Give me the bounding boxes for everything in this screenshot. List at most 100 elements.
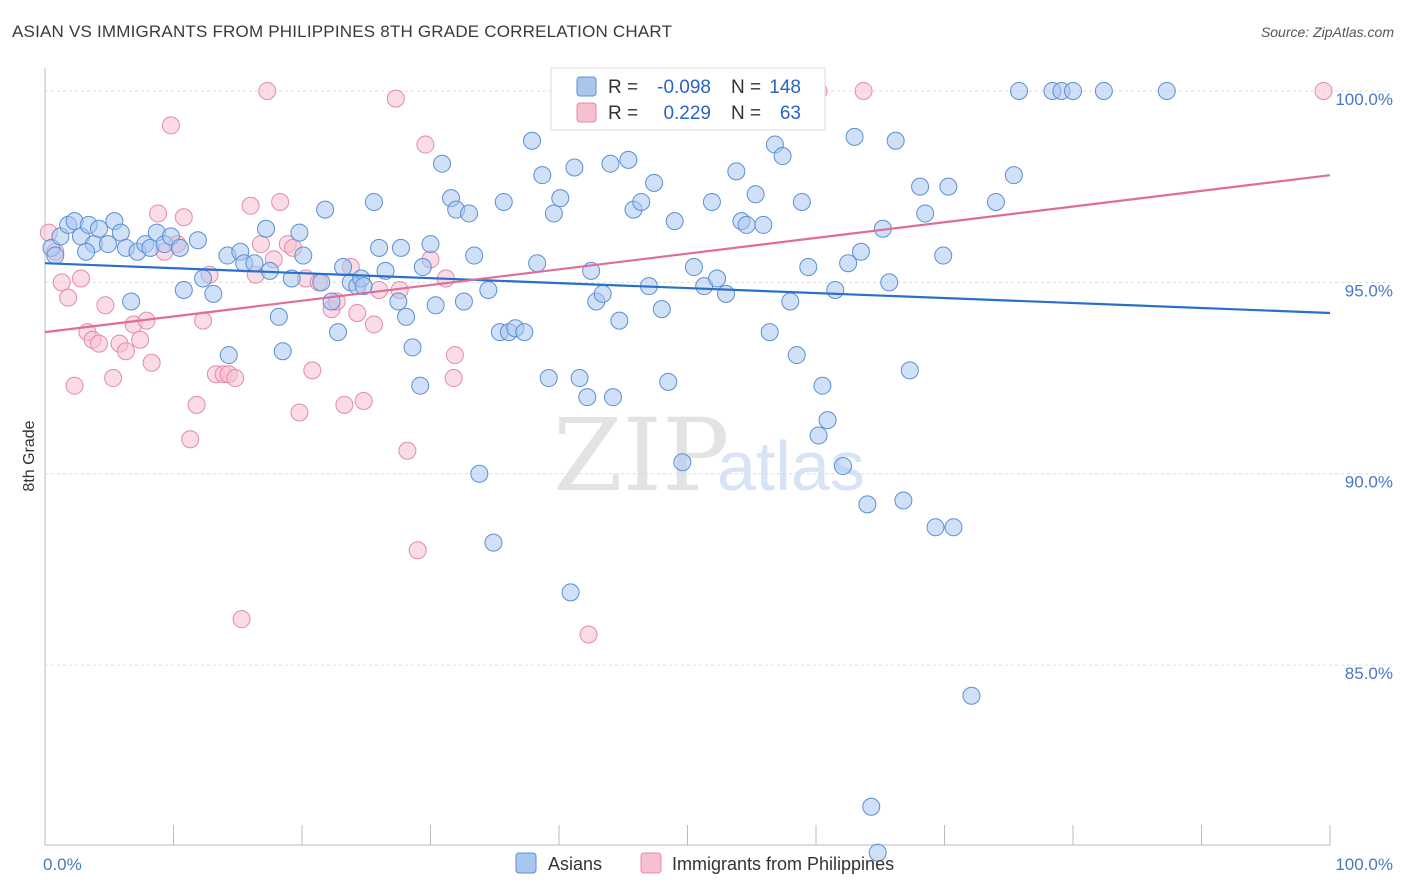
philippines-point	[303, 361, 322, 380]
asians-point	[962, 686, 981, 705]
asians-point	[845, 127, 864, 146]
asians-point	[826, 281, 845, 299]
asians-point	[334, 258, 353, 277]
asians-point	[862, 797, 881, 816]
philippines-point	[364, 315, 383, 334]
philippines-point	[89, 334, 108, 353]
asians-point	[433, 154, 452, 173]
asians-point	[880, 273, 899, 292]
philippines-point	[408, 541, 427, 560]
asians-point	[294, 246, 313, 265]
asians-point	[632, 192, 651, 211]
asians-point	[781, 292, 800, 311]
asians-point	[1064, 81, 1082, 100]
asians-point	[397, 307, 416, 326]
philippines-point	[290, 403, 309, 422]
asians-point	[645, 173, 664, 192]
asians-point	[494, 192, 513, 211]
asians-point	[684, 258, 703, 277]
philippines-point	[149, 204, 168, 223]
philippines-point	[52, 273, 71, 292]
asians-point	[727, 162, 746, 181]
asians-point	[364, 192, 383, 211]
asians-point	[426, 296, 445, 315]
asians-point	[403, 338, 422, 357]
philippines-point	[194, 311, 213, 330]
asians-point	[98, 235, 117, 254]
asians-point	[578, 388, 597, 407]
asians-point	[269, 307, 288, 326]
philippines-point	[241, 196, 260, 215]
y-tick-label: 85.0%	[1345, 664, 1393, 683]
asians-point	[273, 342, 292, 361]
philippines-point	[416, 135, 435, 154]
philippines-point	[65, 376, 84, 395]
bottom-legend-asians-label: Asians	[548, 854, 602, 874]
asians-point	[370, 238, 389, 257]
philippines-point	[386, 89, 405, 108]
asians-point	[934, 246, 953, 265]
asians-point	[484, 533, 503, 552]
asians-point	[746, 185, 765, 204]
asians-point	[376, 261, 395, 280]
source-label: Source: ZipAtlas.com	[1260, 24, 1394, 40]
legend-asians-swatch	[576, 76, 597, 97]
asians-point	[561, 583, 580, 602]
asians-point	[986, 192, 1005, 211]
philippines-point	[348, 303, 367, 322]
asians-point	[174, 281, 193, 299]
asians-point	[257, 219, 276, 238]
legend-r-value-1: -0.098	[657, 77, 711, 98]
philippines-point	[226, 369, 245, 388]
asians-point	[619, 150, 638, 169]
philippines-point	[187, 395, 206, 414]
asians-point	[111, 223, 130, 242]
asians-point	[1157, 81, 1176, 100]
asians-point	[354, 277, 373, 296]
asians-point	[939, 177, 958, 196]
asians-point	[659, 372, 678, 391]
legend-r-label-2: R =	[608, 103, 638, 124]
asians-point	[421, 235, 440, 254]
asians-point	[702, 192, 721, 211]
series-philippines-points	[39, 81, 1333, 644]
x-tick-label: 100.0%	[1335, 855, 1393, 874]
philippines-point	[142, 353, 161, 372]
asians-point	[46, 246, 65, 265]
asians-point	[122, 292, 141, 311]
asians-point	[839, 254, 858, 273]
series-asians-points	[42, 81, 1176, 862]
asians-point	[593, 284, 612, 303]
asians-point	[515, 323, 534, 342]
asians-point	[454, 292, 473, 311]
legend-n-label-2: N =	[731, 103, 761, 124]
y-tick-label: 90.0%	[1345, 473, 1393, 492]
asians-point	[754, 215, 773, 234]
asians-point	[194, 269, 213, 288]
asians-point	[926, 518, 945, 537]
asians-point	[792, 192, 811, 211]
asians-point	[465, 246, 484, 265]
philippines-point	[854, 81, 873, 100]
legend-r-label-1: R =	[608, 77, 638, 98]
asians-point	[544, 204, 563, 223]
y-tick-label: 95.0%	[1345, 281, 1393, 300]
asians-point	[610, 311, 629, 330]
series-legend: Asians Immigrants from Philippines	[515, 852, 894, 874]
asians-point	[809, 426, 828, 445]
asians-point	[391, 238, 410, 257]
legend-n-label-1: N =	[731, 77, 761, 98]
asians-point	[665, 212, 684, 231]
asians-point	[479, 281, 498, 299]
philippines-trend-line	[44, 174, 1331, 334]
axes	[44, 68, 1331, 846]
asians-point	[570, 369, 589, 388]
asians-point	[787, 346, 806, 365]
asians-point	[900, 361, 919, 380]
asians-point	[77, 242, 96, 261]
stats-legend-box	[550, 67, 826, 131]
asians-point	[773, 147, 792, 166]
philippines-point	[579, 625, 598, 644]
philippines-point	[59, 288, 78, 307]
